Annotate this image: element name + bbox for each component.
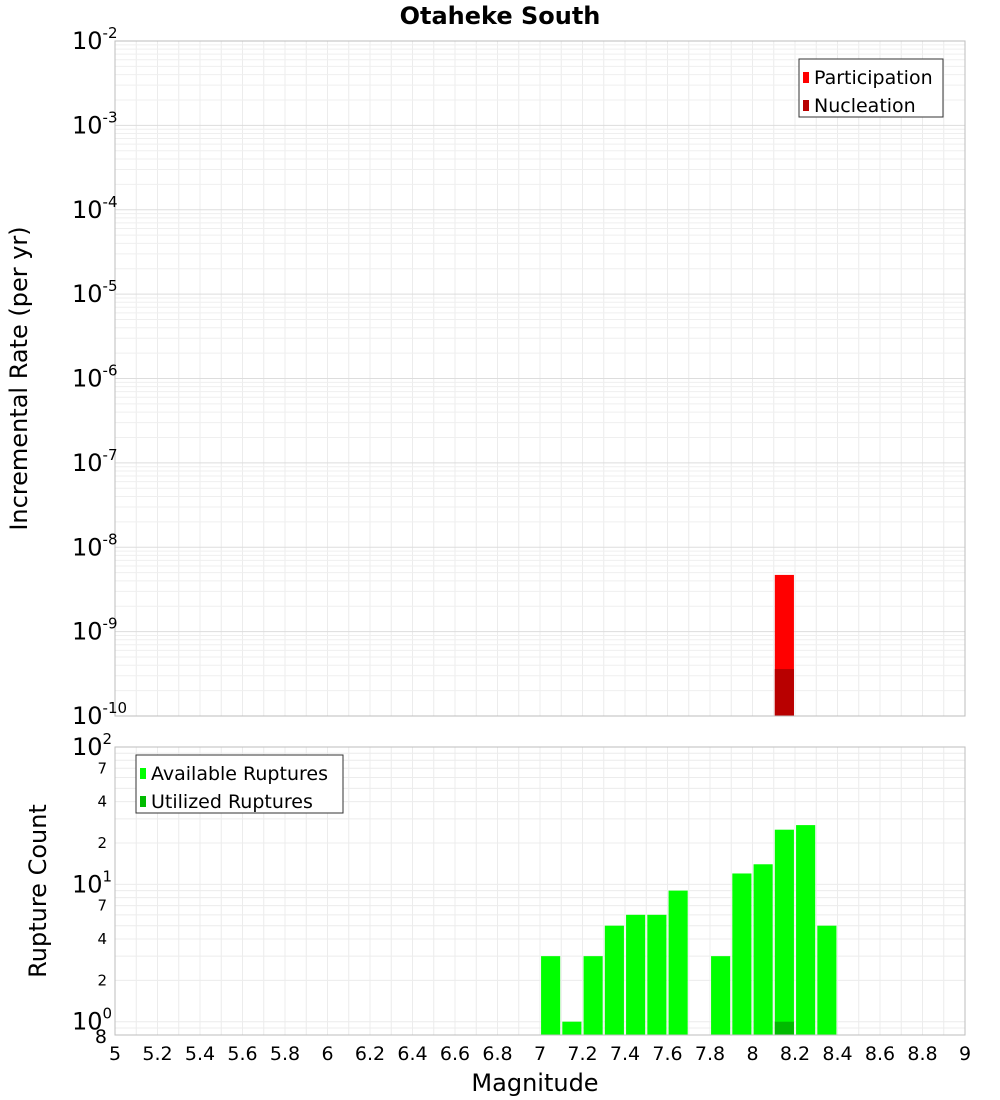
x-tick-label: 8.8 — [907, 1043, 937, 1065]
x-axis-label: Magnitude — [471, 1069, 598, 1097]
legend-box — [798, 58, 944, 118]
bar-available-ruptures-8.15 — [774, 829, 794, 1035]
y-tick-label-top: 10-3 — [72, 108, 118, 139]
x-tick-label: 5.2 — [142, 1043, 172, 1065]
y-tick-label-top: 10-5 — [72, 277, 118, 308]
bar-available-ruptures-7.45 — [626, 914, 646, 1035]
legend-top: Participation Nucleation — [798, 58, 944, 118]
bar-available-ruptures-7.55 — [647, 914, 667, 1035]
legend-swatch — [803, 100, 809, 111]
y-tick-label-bottom: 2 — [97, 971, 107, 989]
x-tick-label: 5.6 — [227, 1043, 257, 1065]
bar-available-ruptures-7.15 — [562, 1021, 582, 1035]
y-tick-label-bottom: 100 — [72, 1005, 112, 1036]
y-tick-label-bottom: 2 — [97, 834, 107, 852]
y-tick-label-top: 10-9 — [72, 615, 118, 646]
bar-available-ruptures-8.25 — [796, 825, 816, 1035]
bar-available-ruptures-7.95 — [732, 873, 752, 1035]
bar-available-ruptures-7.65 — [668, 890, 688, 1035]
bar-available-ruptures-7.05 — [541, 956, 561, 1035]
y-axis-label-bottom: Rupture Count — [24, 804, 52, 978]
y-tick-label-top: 10-2 — [72, 24, 118, 55]
legend-entry: Utilized Ruptures — [151, 791, 313, 813]
y-axis-label-top: Incremental Rate (per yr) — [5, 226, 33, 530]
y-tick-label-bottom: 4 — [97, 793, 107, 811]
x-tick-label: 7.6 — [652, 1043, 682, 1065]
x-tick-label: 7.8 — [695, 1043, 725, 1065]
y-tick-label-top: 10-4 — [72, 193, 118, 224]
chart-title: Otaheke South — [400, 2, 601, 30]
legend-entry: Available Ruptures — [151, 763, 328, 785]
x-tick-label: 5 — [109, 1043, 121, 1065]
y-tick-label-top: 10-8 — [72, 530, 118, 561]
x-tick-label: 5.8 — [270, 1043, 300, 1065]
y-tick-label-bottom: 8 — [95, 1026, 107, 1048]
x-tick-label: 8 — [746, 1043, 758, 1065]
legend-swatch — [140, 796, 146, 807]
x-tick-label: 9 — [959, 1043, 971, 1065]
y-tick-label-top: 10-6 — [72, 362, 118, 393]
x-tick-label: 8.4 — [822, 1043, 852, 1065]
y-tick-label-top: 10-10 — [72, 699, 127, 730]
x-tick-label: 6.8 — [482, 1043, 512, 1065]
legend-box — [135, 754, 344, 814]
bar-utilized-ruptures-8.15 — [774, 1021, 794, 1035]
y-tick-label-bottom: 101 — [72, 867, 112, 898]
legend-swatch — [803, 72, 809, 83]
legend-swatch — [140, 768, 146, 779]
bar-nucleation-8.15 — [774, 669, 794, 716]
x-tick-label: 6 — [321, 1043, 333, 1065]
bar-available-ruptures-7.25 — [583, 956, 603, 1035]
x-tick-label: 7 — [534, 1043, 546, 1065]
bottom-plot-border — [114, 746, 966, 1036]
x-tick-label: 8.2 — [780, 1043, 810, 1065]
y-tick-label-bottom: 4 — [97, 930, 107, 948]
legend-bottom: Available Ruptures Utilized Ruptures — [135, 754, 344, 814]
x-tick-label: 8.6 — [865, 1043, 895, 1065]
legend-entry: Participation — [814, 67, 933, 89]
x-tick-label: 6.2 — [355, 1043, 385, 1065]
y-tick-label-bottom: 7 — [97, 897, 107, 915]
top-plot-border — [114, 40, 966, 717]
bar-available-ruptures-7.35 — [604, 925, 624, 1035]
legend-entry: Nucleation — [814, 95, 916, 117]
x-tick-label: 7.2 — [567, 1043, 597, 1065]
y-tick-label-bottom: 102 — [72, 730, 112, 761]
y-tick-label-bottom: 7 — [97, 759, 107, 777]
x-tick-label: 6.6 — [440, 1043, 470, 1065]
x-tick-label: 6.4 — [397, 1043, 427, 1065]
y-tick-label-top: 10-7 — [72, 446, 118, 477]
bar-available-ruptures-8.05 — [753, 864, 773, 1035]
top-gridlines — [114, 41, 966, 717]
bar-available-ruptures-7.85 — [711, 956, 731, 1035]
bar-available-ruptures-8.35 — [817, 925, 837, 1035]
x-tick-label: 7.4 — [610, 1043, 640, 1065]
x-tick-label: 5.4 — [185, 1043, 215, 1065]
